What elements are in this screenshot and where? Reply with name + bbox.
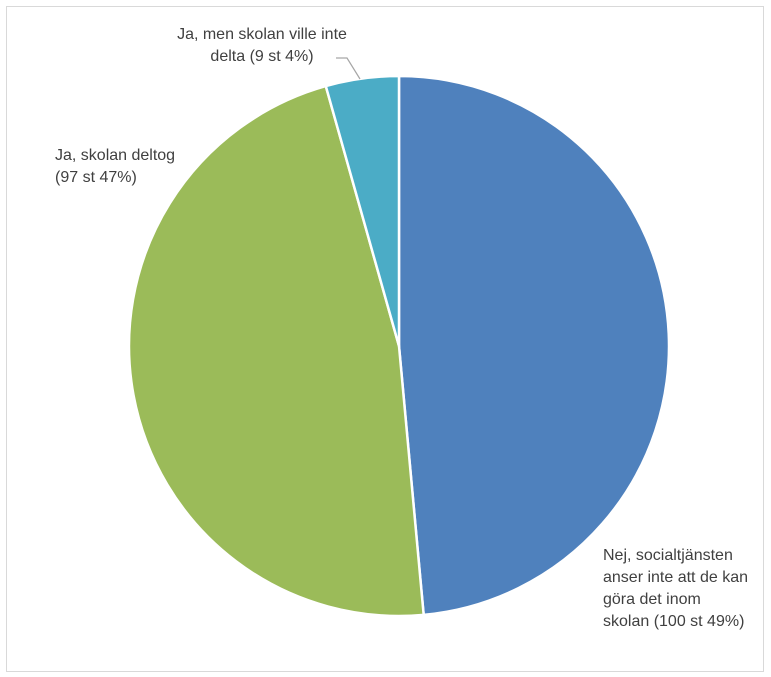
slice-label-ja-ville-inte-line-2: delta (9 st 4%) [210, 48, 314, 65]
pie-slice-nej [397, 74, 671, 617]
slice-label-ja-deltog-line-1: Ja, skolan deltog [55, 147, 176, 164]
pie-slice-ja-ville-inte [324, 74, 401, 348]
slice-label-ja-ville-inte: Ja, men skolan ville inte delta (9 st 4%… [150, 24, 374, 68]
slice-label-ja-ville-inte-line-1: Ja, men skolan ville inte [177, 26, 347, 43]
slice-label-ja-deltog-line-2: (97 st 47%) [55, 169, 137, 186]
leader-line [336, 57, 361, 80]
slice-label-nej-line-2: anser inte att de kan [603, 569, 748, 586]
slice-label-nej: Nej, socialtjänsten anser inte att de ka… [603, 545, 771, 633]
slice-label-ja-deltog: Ja, skolan deltog (97 st 47%) [55, 145, 205, 189]
pie-slice-ja-deltog [127, 84, 425, 618]
slice-label-nej-line-3: göra det inom [603, 591, 701, 608]
slice-label-nej-line-1: Nej, socialtjänsten [603, 547, 733, 564]
slice-label-nej-line-4: skolan (100 st 49%) [603, 613, 745, 630]
